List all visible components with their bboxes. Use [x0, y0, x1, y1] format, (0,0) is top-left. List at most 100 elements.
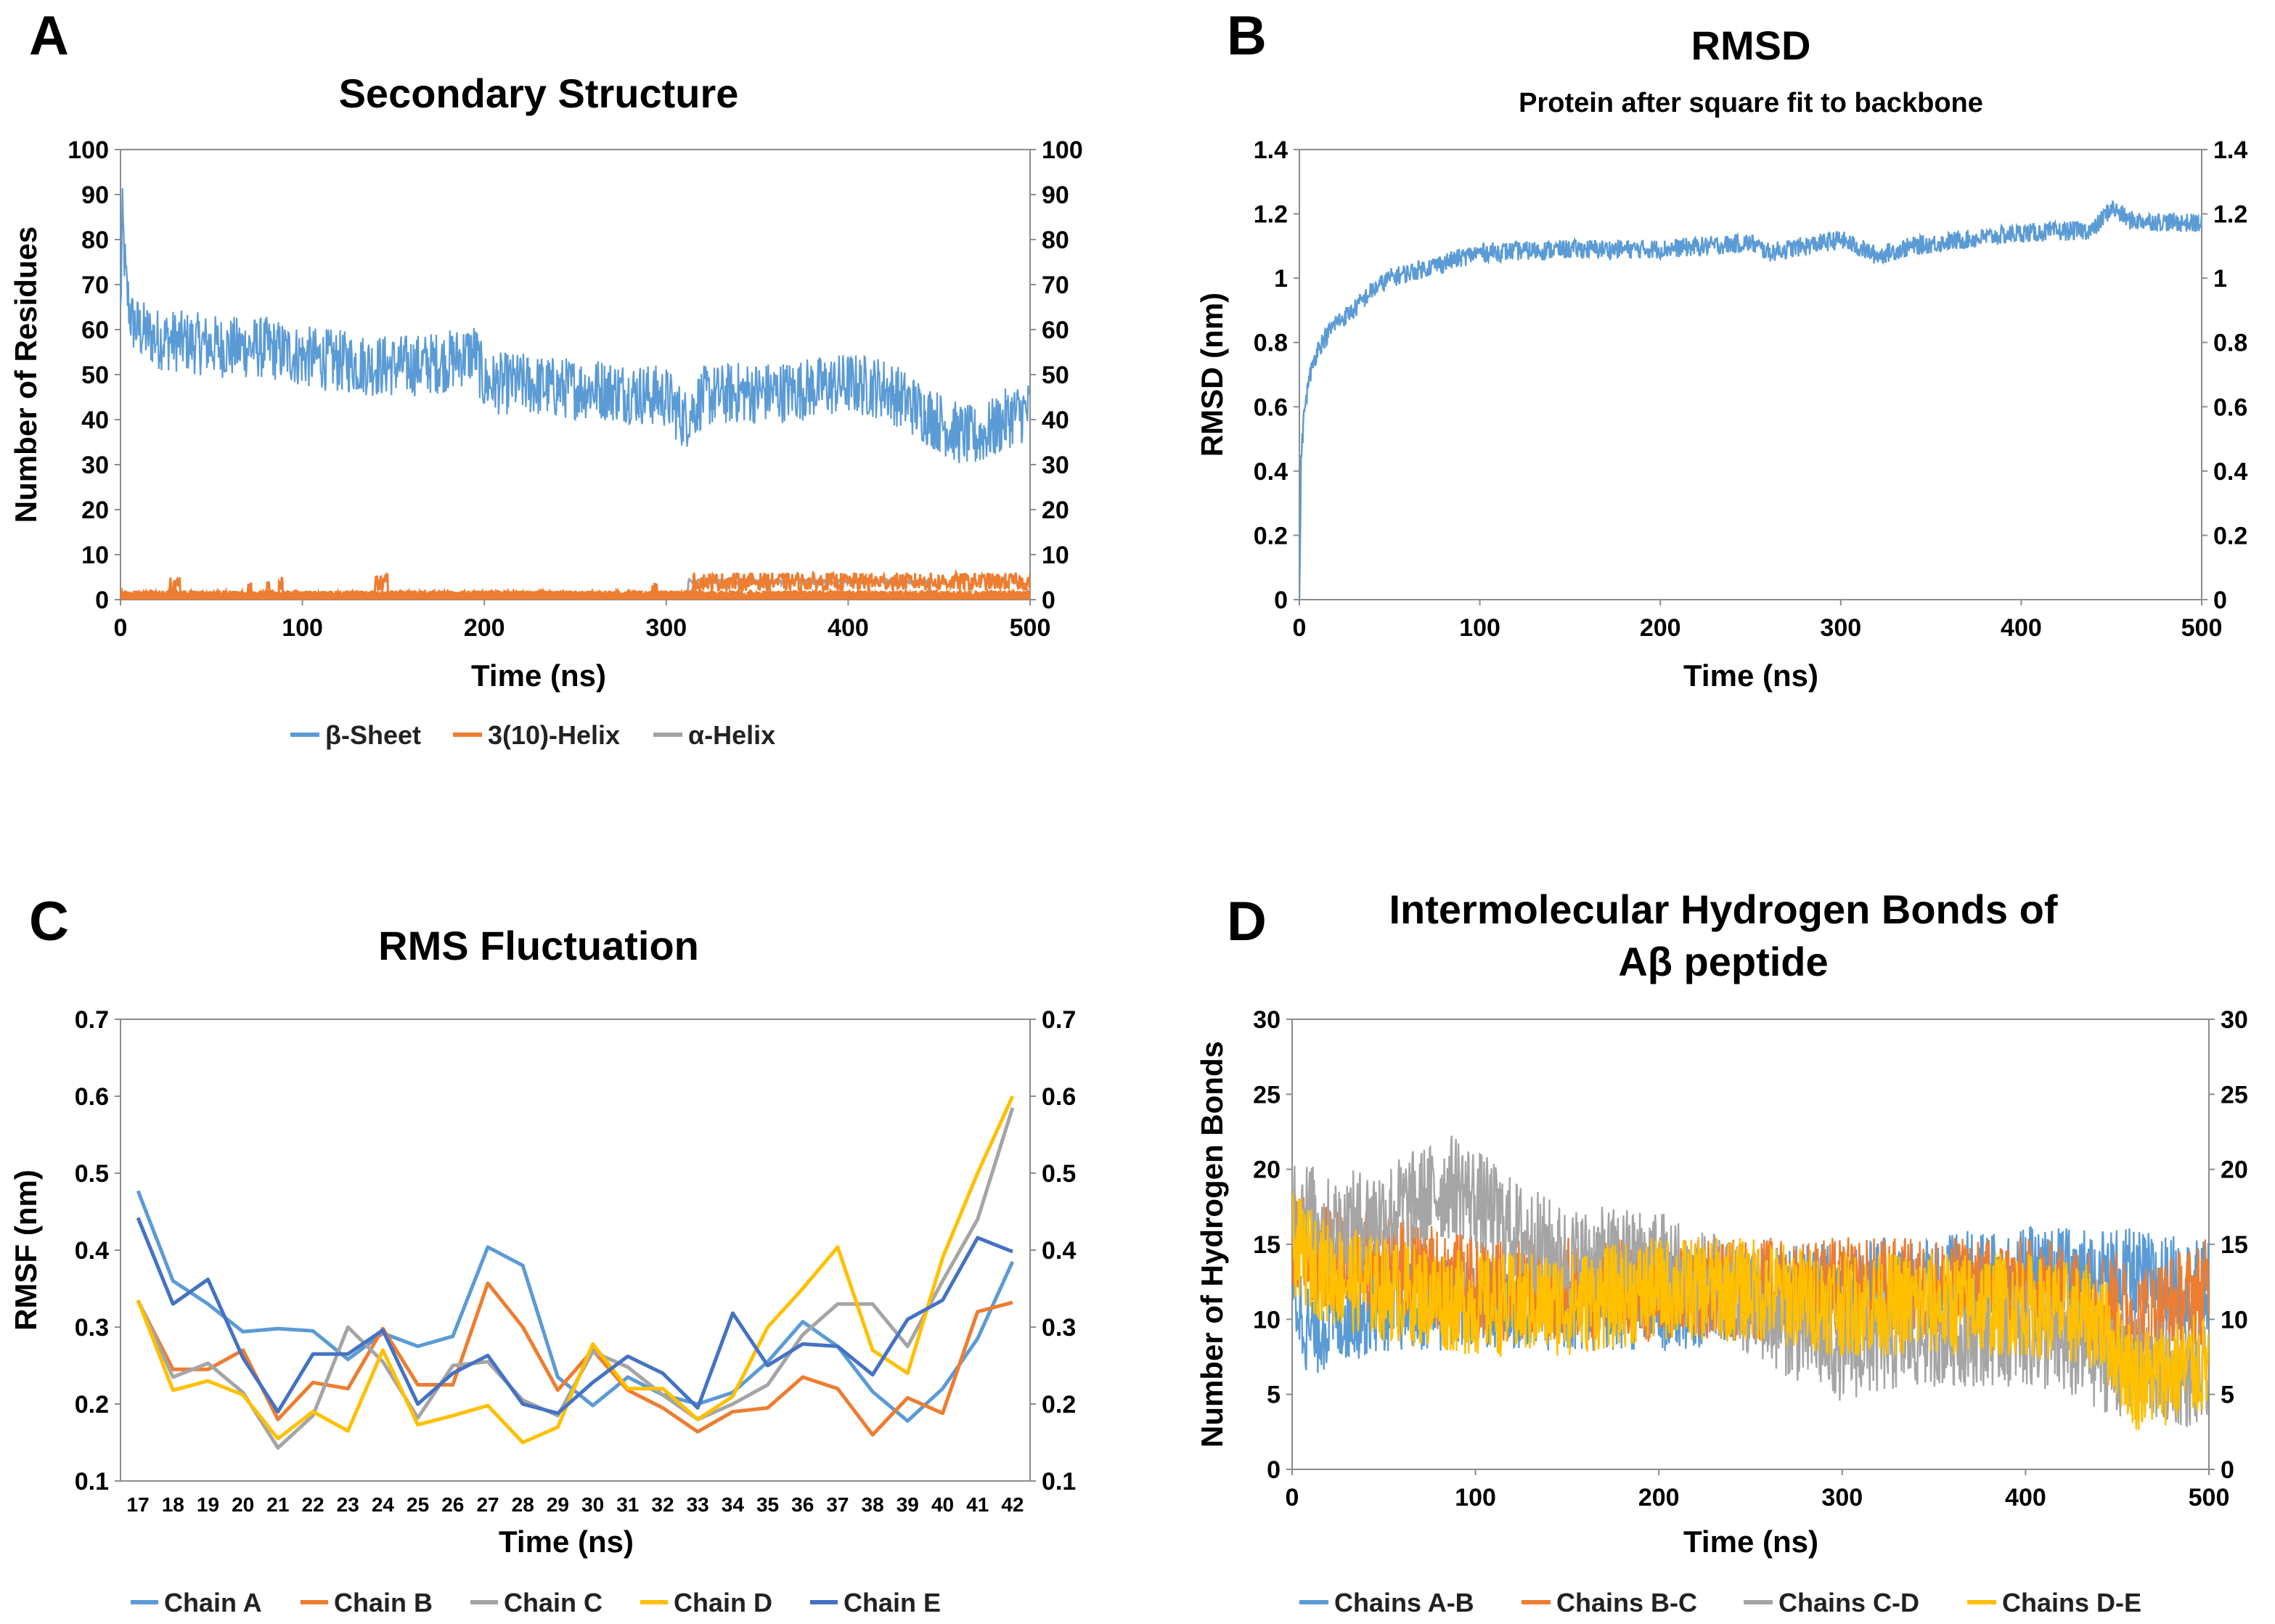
series-310-helix — [121, 568, 1030, 600]
legend-label-chains-b-c: Chains B-C — [1556, 1588, 1697, 1617]
chart-b-ytick-label: 0.6 — [1254, 393, 1288, 421]
chart-c-xtick-label: 33 — [687, 1493, 709, 1516]
chart-b-ytick-label: 0.2 — [1254, 522, 1288, 550]
series-chain-d — [136, 1095, 1015, 1445]
chart-a-plot-area — [120, 149, 1031, 600]
chart-a-ytick-label-right: 0 — [1042, 587, 1055, 614]
chart-c-xtick-label: 38 — [862, 1493, 884, 1516]
chart-c-xtick-label: 19 — [197, 1493, 219, 1516]
series-beta-sheet — [121, 188, 1030, 463]
chart-a-ylabel: Number of Residues — [9, 227, 43, 523]
chart-d-xlabel: Time (ns) — [1683, 1525, 1818, 1559]
legend-label-chain-b: Chain B — [334, 1588, 433, 1617]
chart-d-ytick-label: 0 — [1267, 1456, 1281, 1484]
chart-d-xtick-label: 500 — [2189, 1484, 2230, 1511]
chart-c-ytick-label-right: 0.4 — [1042, 1237, 1076, 1265]
chart-a-xtick-label: 500 — [1010, 614, 1051, 642]
chart-a-ytick-label: 80 — [81, 227, 109, 254]
series-chain-b — [136, 1281, 1013, 1437]
chart-c-xtick-label: 31 — [616, 1493, 639, 1516]
chart-d-ytick-label-right: 15 — [2221, 1231, 2248, 1259]
chart-a-xlabel: Time (ns) — [471, 658, 606, 693]
chart-c-ytick-label-right: 0.1 — [1042, 1468, 1076, 1496]
chart-a-ytick-label: 90 — [81, 181, 109, 209]
chart-b-ytick-label: 1.2 — [1254, 201, 1288, 229]
chart-c-xtick-label: 39 — [896, 1493, 919, 1516]
chart-c-xtick-label: 25 — [407, 1493, 429, 1516]
chart-c-xtick-label: 36 — [791, 1493, 814, 1516]
chart-c-legend: Chain A Chain B Chain C Chain D Chain E — [131, 1588, 941, 1617]
chart-a-ytick-label: 0 — [95, 587, 109, 614]
chart-c-ytick-label-right: 0.5 — [1042, 1160, 1076, 1188]
chart-a-legend: β-Sheet 3(10)-Helix α-Helix — [290, 720, 775, 750]
chart-b-ytick-label-right: 1.2 — [2213, 201, 2247, 229]
chart-c-xtick-label: 27 — [476, 1493, 499, 1516]
series-chains-d-e — [1292, 1192, 2209, 1431]
chart-d-ytick-label: 30 — [1253, 1006, 1281, 1034]
chart-c-xtick-label: 29 — [547, 1493, 569, 1516]
chart-c-xtick-label: 40 — [931, 1493, 954, 1516]
chart-a-ytick-label: 70 — [81, 272, 109, 299]
chart-c-xtick-label: 41 — [966, 1493, 989, 1516]
chart-c-xtick-label: 21 — [266, 1493, 289, 1516]
legend-label-chains-a-b: Chains A-B — [1334, 1588, 1474, 1617]
legend-label-chain-e: Chain E — [844, 1588, 941, 1617]
chart-c-ytick-label-right: 0.7 — [1042, 1006, 1076, 1034]
chart-d-ytick-label-right: 5 — [2221, 1382, 2234, 1409]
chart-c-ylabel: RMSF (nm) — [9, 1170, 43, 1331]
chart-d-title: Intermolecular Hydrogen Bonds of — [1389, 886, 2058, 932]
panel-letter-c: C — [29, 891, 69, 952]
chart-c-xtick-label: 20 — [232, 1493, 254, 1516]
chart-b-xtick-label: 400 — [2001, 614, 2042, 642]
legend-label-alpha-helix: α-Helix — [688, 720, 775, 750]
chart-d-xtick-label: 200 — [1638, 1484, 1680, 1511]
chart-c-ytick-label: 0.7 — [75, 1006, 109, 1034]
chart-b-ytick-label: 0.8 — [1254, 330, 1288, 357]
chart-a-ytick-label: 100 — [68, 136, 109, 164]
chart-a-xtick-label: 100 — [282, 614, 323, 642]
chart-d-ytick-label: 5 — [1267, 1382, 1281, 1409]
chart-c-ytick-label: 0.3 — [75, 1314, 109, 1342]
chart-b-ytick-label-right: 1.4 — [2213, 136, 2247, 164]
chart-d-title-line2: Aβ peptide — [1618, 939, 1828, 984]
chart-d-ytick-label-right: 30 — [2221, 1006, 2248, 1034]
chart-b-xtick-label: 200 — [1640, 614, 1681, 642]
chart-b-ytick-label: 0.4 — [1254, 458, 1288, 486]
legend-label-chains-c-d: Chains C-D — [1778, 1588, 1919, 1617]
legend-label-chain-a: Chain A — [164, 1588, 262, 1617]
chart-b-xtick-label: 100 — [1459, 614, 1500, 642]
chart-c-ytick-label: 0.4 — [75, 1237, 109, 1265]
chart-a-ytick-label-right: 70 — [1042, 272, 1069, 299]
chart-b-ytick-label: 0 — [1274, 587, 1288, 614]
legend-label-chain-c: Chain C — [504, 1588, 603, 1617]
chart-c-ytick-label: 0.5 — [75, 1160, 109, 1188]
chart-d-ytick-label-right: 25 — [2221, 1081, 2248, 1109]
panel-letter-d: D — [1227, 891, 1267, 952]
chart-d-xtick-label: 400 — [2005, 1484, 2046, 1511]
chart-b-xtick-label: 300 — [1820, 614, 1861, 642]
series-chain-a — [136, 1190, 1015, 1423]
chart-c-xtick-label: 37 — [826, 1493, 849, 1516]
chart-a-ytick-label-right: 40 — [1042, 407, 1069, 434]
chart-b-ytick-label: 1.4 — [1254, 136, 1288, 164]
chart-a-ytick-label: 10 — [81, 542, 109, 569]
chart-a-ytick-label: 20 — [81, 497, 109, 524]
chart-b-subtitle: Protein after square fit to backbone — [1519, 88, 1983, 118]
chart-b-ytick-label-right: 0.6 — [2213, 393, 2247, 421]
chart-b-ytick-label-right: 0.2 — [2213, 522, 2247, 550]
chart-a-ytick-label-right: 20 — [1042, 497, 1069, 524]
chart-c-ytick-label: 0.1 — [75, 1468, 109, 1496]
chart-c-xtick-label: 32 — [651, 1493, 674, 1516]
legend-label-beta-sheet: β-Sheet — [325, 720, 421, 750]
chart-c-xtick-label: 30 — [581, 1493, 604, 1516]
series-rmsd — [1299, 200, 2202, 599]
chart-a-xtick-label: 200 — [464, 614, 505, 642]
panel-d: D Intermolecular Hydrogen Bonds of Aβ pe… — [1195, 886, 2248, 1617]
chart-c-ytick-label-right: 0.6 — [1042, 1083, 1076, 1111]
chart-d-ytick-label: 10 — [1253, 1306, 1281, 1334]
chart-a-ytick-label-right: 50 — [1042, 362, 1069, 389]
chart-a-ytick-label: 30 — [81, 452, 109, 479]
panel-b: B RMSD Protein after square fit to backb… — [1195, 5, 2247, 693]
chart-b-xtick-label: 500 — [2181, 614, 2223, 642]
chart-c-xtick-label: 34 — [722, 1493, 745, 1516]
